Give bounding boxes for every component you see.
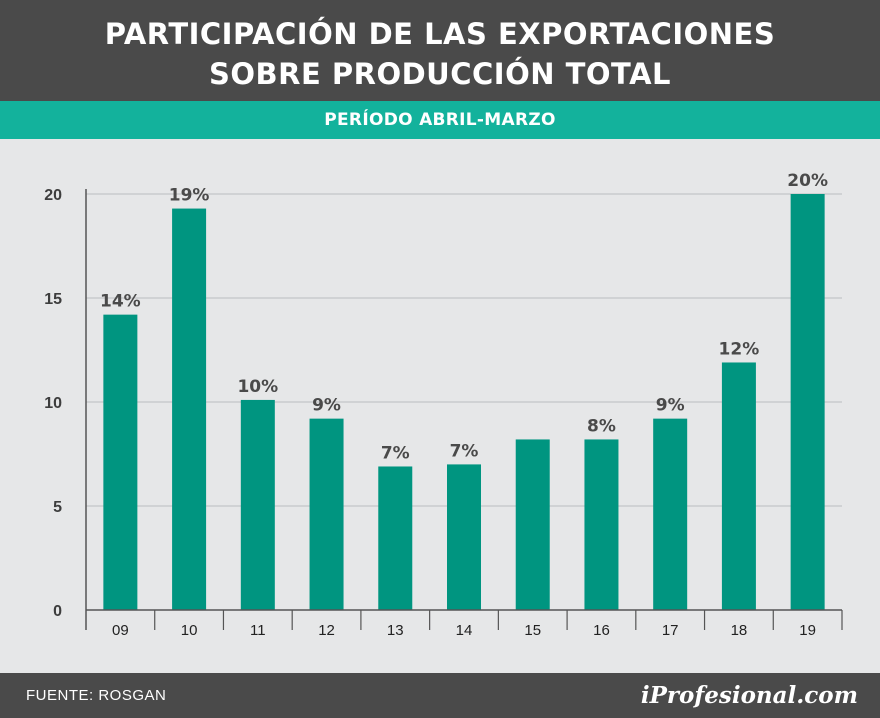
bar-data-label: 7% — [450, 441, 479, 461]
x-tick-label: 09 — [112, 622, 129, 639]
x-tick-label: 18 — [731, 622, 748, 639]
bar — [721, 362, 756, 610]
bar-data-label: 10% — [237, 377, 278, 397]
footer-bar — [0, 673, 880, 718]
bar-data-label: 8% — [587, 416, 616, 436]
y-tick-label: 0 — [53, 603, 62, 620]
header-bar — [0, 0, 880, 101]
y-tick-label: 10 — [44, 395, 62, 412]
x-tick-label: 11 — [250, 622, 266, 639]
bar-data-label: 19% — [169, 186, 210, 206]
bar-data-label: 9% — [312, 396, 341, 416]
title-line-2: SOBRE PRODUCCIÓN TOTAL — [208, 57, 671, 91]
bar-data-label: 9% — [656, 396, 685, 416]
x-tick-label: 10 — [181, 622, 198, 639]
bar-data-label: 14% — [100, 292, 141, 312]
bar-data-label: 20% — [787, 171, 828, 191]
y-tick-label: 5 — [53, 499, 62, 516]
page-title: PARTICIPACIÓN DE LAS EXPORTACIONES SOBRE… — [0, 14, 880, 94]
title-line-1: PARTICIPACIÓN DE LAS EXPORTACIONES — [104, 17, 776, 51]
bar-chart: 0 5 10 15 20 14% 19% 10% 9% 7% 7% 8% 9% 12% 20% 09 10 11 1… — [44, 171, 843, 639]
x-tick-label: 12 — [318, 622, 335, 639]
bar — [309, 418, 344, 610]
bar — [790, 194, 825, 610]
x-tick-label: 15 — [524, 622, 541, 639]
bar — [653, 418, 688, 610]
bar — [378, 466, 413, 610]
y-tick-label: 20 — [44, 187, 62, 204]
x-tick-label: 14 — [456, 622, 473, 639]
x-tick-label: 16 — [593, 622, 610, 639]
bar — [447, 464, 481, 610]
y-tick-label: 15 — [44, 291, 62, 308]
source-note: FUENTE: ROSGAN — [26, 687, 167, 704]
bar — [584, 439, 619, 610]
bar-data-label: 7% — [381, 443, 410, 463]
x-tick-label: 13 — [387, 622, 404, 639]
bar — [103, 314, 138, 610]
bar — [515, 439, 550, 610]
bar — [172, 208, 207, 610]
x-tick-label: 19 — [799, 622, 816, 639]
x-tick-label: 17 — [662, 622, 679, 639]
brand-logo: iProfesional.com — [640, 682, 858, 709]
bar — [240, 399, 275, 610]
subtitle-band — [0, 101, 880, 139]
bar-data-label: 12% — [719, 339, 760, 359]
subtitle: PERÍODO ABRIL-MARZO — [324, 110, 556, 130]
